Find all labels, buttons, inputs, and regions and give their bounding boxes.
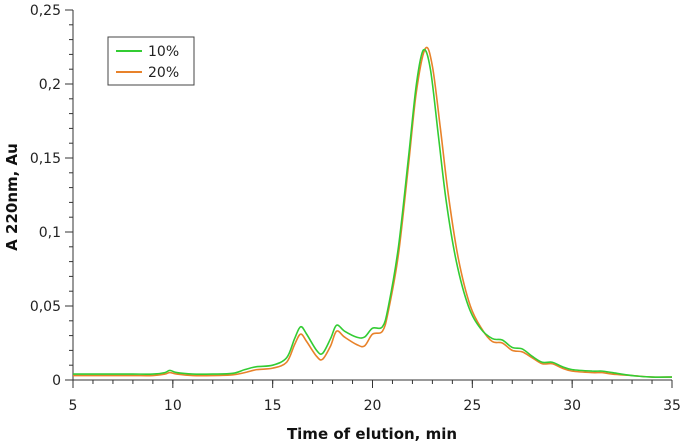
- series-line-20pct: [73, 46, 673, 378]
- y-tick-label: 0,2: [39, 77, 61, 93]
- x-tick-label: 35: [663, 398, 681, 414]
- series-line-10pct: [73, 48, 673, 378]
- x-tick-label: 5: [69, 398, 78, 414]
- x-tick-label: 30: [563, 398, 581, 414]
- y-tick-label: 0,1: [39, 225, 61, 241]
- y-axis-title: A 220nm, Au: [3, 143, 21, 251]
- legend-label-20pct: 20%: [148, 65, 179, 81]
- axes: 0 0,05 0,1 0,15 0,2 0,25 5 10 15 20 25 30 35: [30, 3, 681, 414]
- y-tick-label: 0: [52, 373, 61, 389]
- y-tick-label: 0,05: [30, 299, 61, 315]
- x-tick-label: 15: [264, 398, 282, 414]
- legend: 10% 20%: [107, 36, 195, 86]
- legend-label-10pct: 10%: [148, 44, 179, 60]
- x-tick-label: 10: [164, 398, 182, 414]
- legend-box: [107, 36, 195, 86]
- x-axis-title: Time of elution, min: [287, 425, 457, 443]
- x-tick-label: 20: [364, 398, 382, 414]
- y-tick-label: 0,25: [30, 3, 61, 19]
- x-tick-label: 25: [463, 398, 481, 414]
- y-tick-label: 0,15: [30, 151, 61, 167]
- series-lines: [73, 46, 673, 378]
